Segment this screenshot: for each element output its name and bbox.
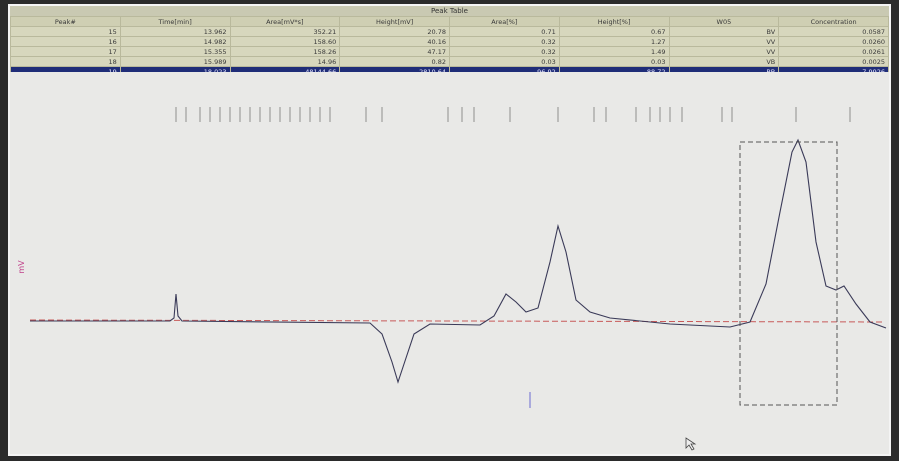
mouse-pointer	[685, 437, 697, 451]
column-header: W05	[668, 16, 780, 27]
table-cell: VB	[668, 56, 780, 67]
column-header: Height[mV]	[339, 16, 450, 27]
table-cell: 0.0025	[778, 56, 889, 67]
chromatogram: mV	[10, 72, 889, 454]
table-cell: 16	[10, 36, 121, 47]
table-cell: 0.32	[449, 46, 560, 57]
screen: Peak Table Peak# Time[min] Area[mV*s] Heigh…	[8, 4, 891, 456]
table-cell: 158.60	[229, 36, 341, 47]
table-cell: 0.03	[558, 56, 670, 67]
table-cell: 47.17	[339, 46, 450, 57]
table-cell: 0.03	[449, 56, 560, 67]
table-cell: 1.49	[558, 46, 670, 57]
table-cell: VV	[668, 46, 780, 57]
peak-marks	[175, 107, 851, 122]
window-title: Peak Table	[10, 6, 889, 16]
table-cell: 15.989	[119, 56, 231, 67]
table-cell: 0.0587	[778, 26, 889, 37]
table-row: 18 15.989 14.96 0.82 0.03 0.03 VB 0.0025	[10, 56, 889, 67]
integration-box	[739, 141, 838, 406]
baseline	[29, 319, 886, 323]
table-row: 17 15.355 158.26 47.17 0.32 1.49 VV 0.0261	[10, 46, 889, 57]
table-cell: VV	[668, 36, 780, 47]
trace	[30, 138, 887, 384]
table-cell: 13.962	[119, 26, 231, 37]
column-header: Peak#	[10, 16, 121, 27]
table-cell: 20.78	[339, 26, 450, 37]
table-cell: 0.67	[558, 26, 670, 37]
table-cell: 0.0261	[778, 46, 889, 57]
table-cell: 0.0260	[778, 36, 889, 47]
table-cell: 1.27	[558, 36, 670, 47]
plot-background	[10, 72, 889, 454]
table-cell: BV	[668, 26, 780, 37]
column-header: Area[%]	[449, 16, 560, 27]
table-cell: 352.21	[229, 26, 341, 37]
column-header: Concentration	[778, 16, 889, 27]
peak-table: Peak# Time[min] Area[mV*s] Height[mV] Area[%…	[10, 16, 889, 77]
table-cell: 158.26	[229, 46, 341, 57]
y-axis-label: mV	[17, 260, 26, 274]
table-row: 16 14.982 158.60 40.16 0.32 1.27 VV 0.0260	[10, 36, 889, 47]
table-cell: 17	[10, 46, 121, 57]
table-cell: 14.982	[119, 36, 231, 47]
column-header: Area[mV*s]	[229, 16, 341, 27]
table-cell: 15	[10, 26, 121, 37]
table-cell: 18	[10, 56, 121, 67]
table-row: 15 13.962 352.21 20.78 0.71 0.67 BV 0.0587	[10, 26, 889, 37]
table-cell: 15.355	[119, 46, 231, 57]
header-row: Peak# Time[min] Area[mV*s] Height[mV] Area[%…	[10, 16, 889, 27]
table-cell: 0.71	[449, 26, 560, 37]
table-cell: 0.32	[449, 36, 560, 47]
column-header: Height[%]	[558, 16, 670, 27]
table-cell: 40.16	[339, 36, 450, 47]
table-cell: 0.82	[339, 56, 450, 67]
table-cell: 14.96	[229, 56, 341, 67]
column-header: Time[min]	[119, 16, 231, 27]
